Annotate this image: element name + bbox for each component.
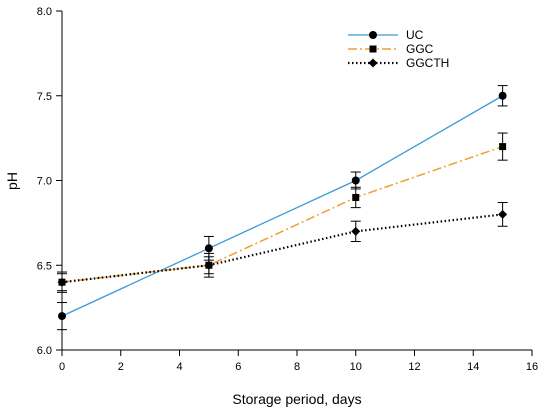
axes <box>61 11 532 351</box>
y-tick-label: 6.5 <box>37 260 52 272</box>
series-ggc <box>57 132 508 293</box>
legend-label: UC <box>406 28 424 42</box>
data-point <box>204 244 213 253</box>
x-tick-label: 14 <box>467 361 479 373</box>
x-tick-label: 4 <box>176 361 182 373</box>
legend-item-uc: UC <box>348 28 424 42</box>
y-tick-label: 6.0 <box>37 345 52 357</box>
x-tick-label: 10 <box>350 361 362 373</box>
x-tick-label: 6 <box>235 361 241 373</box>
series-ggcth <box>57 202 508 292</box>
data-point <box>58 312 66 321</box>
data-point <box>351 176 360 185</box>
data-point <box>498 91 507 100</box>
series-uc <box>57 85 508 331</box>
ticks: 0 2 4 6 8 10 12 14 16 6.0 6.5 7.0 7.5 8.0 <box>37 6 538 373</box>
data-point <box>57 277 67 287</box>
x-tick-label: 12 <box>408 361 420 373</box>
series-line <box>61 145 503 283</box>
x-tick-label: 2 <box>118 361 124 373</box>
data-point <box>499 143 507 151</box>
x-tick-label: 16 <box>526 361 538 373</box>
series-layer <box>57 85 508 331</box>
y-tick-label: 7.0 <box>37 176 52 188</box>
y-tick-label: 8.0 <box>37 6 52 18</box>
y-axis-title: pH <box>4 172 20 190</box>
legend-item-ggcth: GGCTH <box>348 56 449 70</box>
x-axis-title: Storage period, days <box>232 391 361 407</box>
legend-label: GGC <box>406 42 434 56</box>
legend-marker <box>368 58 378 68</box>
data-point <box>351 226 361 236</box>
data-point <box>204 260 214 270</box>
x-tick-label: 8 <box>294 361 300 373</box>
y-tick-label: 7.5 <box>37 91 52 103</box>
legend-item-ggc: GGC <box>348 42 434 56</box>
series-line <box>61 213 503 284</box>
legend-marker <box>369 31 377 39</box>
legend-label: GGCTH <box>406 56 449 70</box>
x-tick-label: 0 <box>59 361 65 373</box>
data-point <box>352 193 360 201</box>
legend-marker <box>369 45 377 53</box>
series-line <box>61 95 503 317</box>
data-point <box>498 209 508 219</box>
